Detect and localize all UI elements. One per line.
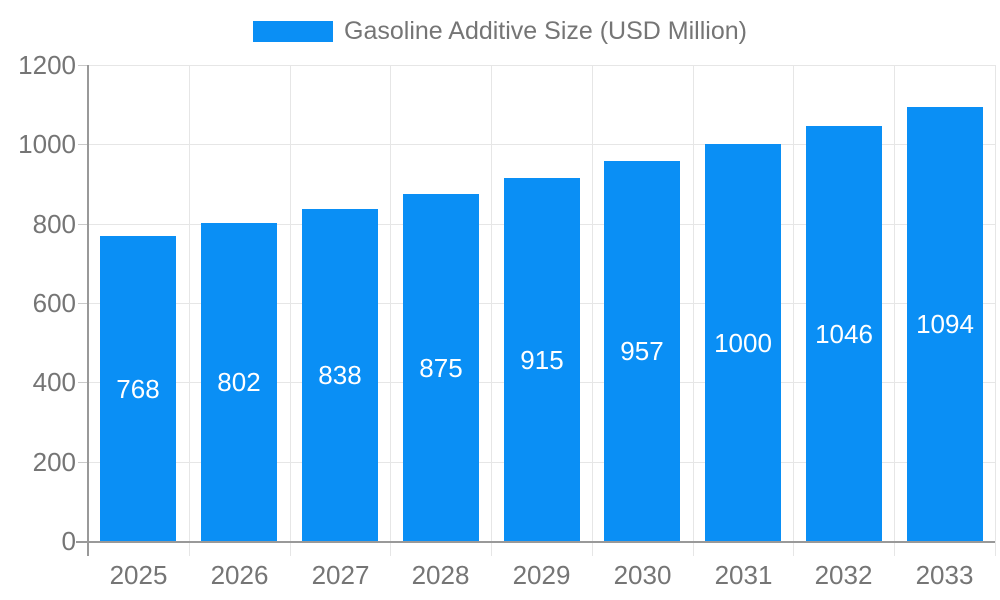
bar-value-label: 768 — [116, 373, 160, 404]
legend-label: Gasoline Additive Size (USD Million) — [344, 17, 747, 45]
bar-2033[interactable]: 1094 — [907, 107, 983, 541]
x-axis-tick-label: 2031 — [714, 560, 773, 590]
x-axis-line — [76, 541, 995, 543]
x-gridline — [491, 65, 492, 556]
y-axis-tick — [78, 144, 88, 145]
bar-2028[interactable]: 875 — [403, 194, 479, 541]
y-gridline — [88, 65, 995, 66]
y-axis-tick-label: 1000 — [18, 129, 76, 159]
y-axis-tick-label: 0 — [61, 526, 76, 556]
x-gridline — [693, 65, 694, 556]
x-axis-tick-label: 2025 — [109, 560, 168, 590]
bar-value-label: 802 — [217, 367, 261, 397]
bar-2026[interactable]: 802 — [201, 223, 277, 541]
legend-item[interactable]: Gasoline Additive Size (USD Million) — [253, 17, 747, 46]
x-gridline — [592, 65, 593, 556]
y-axis-tick — [78, 462, 88, 463]
bar-2025[interactable]: 768 — [100, 236, 176, 541]
bar-2027[interactable]: 838 — [302, 209, 378, 541]
bar-value-label: 915 — [520, 344, 564, 375]
y-axis-tick-label: 200 — [32, 447, 76, 477]
bar-2029[interactable]: 915 — [504, 178, 580, 541]
x-axis-tick-label: 2028 — [411, 560, 470, 590]
bar-2031[interactable]: 1000 — [705, 144, 781, 541]
x-axis-tick-label: 2026 — [210, 560, 269, 590]
x-gridline — [995, 65, 996, 556]
y-gridline — [88, 144, 995, 145]
bar-value-label: 1000 — [714, 327, 772, 358]
x-gridline — [290, 65, 291, 556]
x-gridline — [894, 65, 895, 556]
y-axis-tick — [78, 382, 88, 383]
x-gridline — [390, 65, 391, 556]
chart-legend: Gasoline Additive Size (USD Million) — [0, 17, 1000, 46]
x-gridline — [189, 65, 190, 556]
x-axis-tick-label: 2030 — [613, 560, 672, 590]
y-axis-tick-label: 400 — [32, 367, 76, 397]
bar-value-label: 957 — [620, 336, 664, 366]
x-gridline — [793, 65, 794, 556]
bar-2032[interactable]: 1046 — [806, 126, 882, 541]
x-axis-tick-label: 2032 — [814, 560, 873, 590]
bar-2030[interactable]: 957 — [604, 161, 680, 541]
y-axis-tick — [78, 65, 88, 66]
y-axis-line — [87, 65, 89, 556]
bar-value-label: 875 — [419, 352, 463, 383]
bar-value-label: 838 — [318, 360, 362, 390]
bar-value-label: 1094 — [916, 309, 974, 339]
y-axis-tick-label: 1200 — [18, 50, 76, 80]
legend-swatch-icon — [253, 21, 334, 42]
bar-value-label: 1046 — [815, 318, 873, 349]
y-axis-tick — [78, 303, 88, 304]
x-axis-tick-label: 2029 — [512, 560, 571, 590]
y-axis-tick-label: 800 — [32, 209, 76, 239]
y-axis-tick — [78, 224, 88, 225]
x-axis-tick-label: 2027 — [311, 560, 370, 590]
y-axis-tick-label: 600 — [32, 288, 76, 318]
x-axis-tick-label: 2033 — [915, 560, 974, 590]
